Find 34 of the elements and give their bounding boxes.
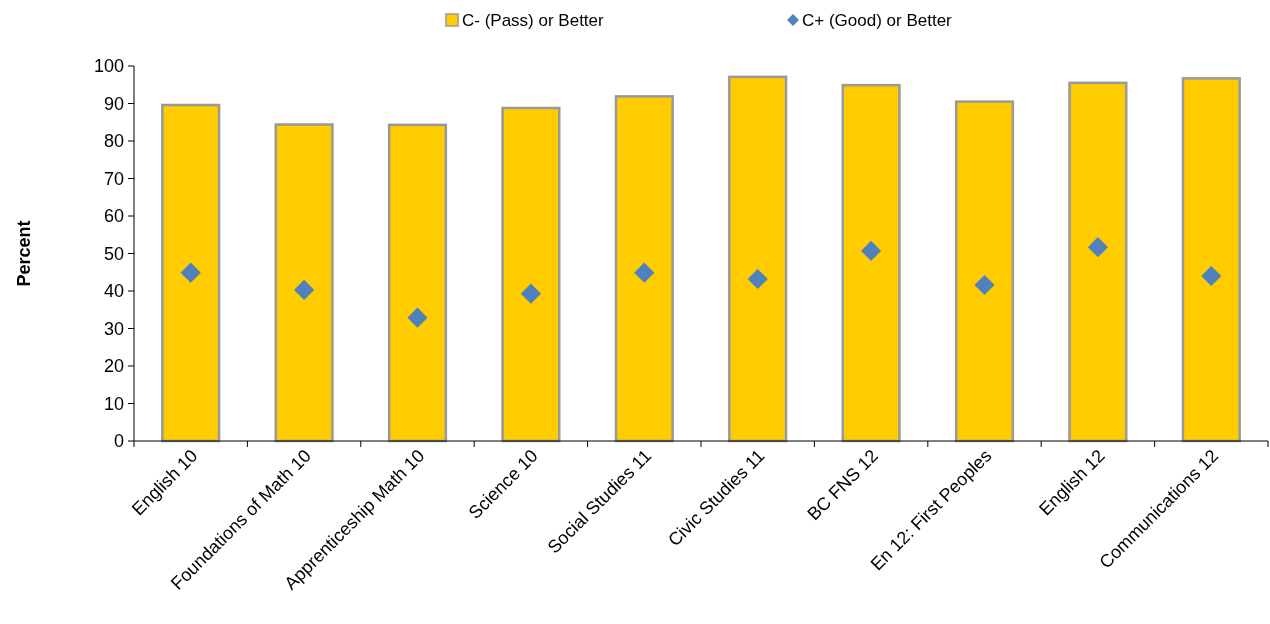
point [747, 268, 768, 290]
y-tick-label: 40 [103, 281, 124, 302]
bar [841, 83, 901, 443]
bar [1181, 77, 1241, 443]
point [974, 274, 995, 296]
point [634, 262, 655, 283]
y-tick-label: 90 [103, 93, 124, 114]
bar [954, 100, 1015, 443]
point [1201, 265, 1222, 287]
bar [274, 123, 334, 443]
bar [387, 123, 448, 443]
point [407, 307, 428, 328]
y-axis-title: Percent [14, 220, 34, 287]
bar [614, 95, 674, 443]
point [1087, 237, 1108, 258]
legend-label: C+ (Good) or Better [802, 10, 953, 30]
y-tick-label: 50 [103, 243, 124, 264]
point [520, 283, 541, 304]
y-tick-label: 70 [103, 168, 124, 189]
y-tick-label: 10 [103, 393, 124, 414]
legend-label: C- (Pass) or Better [462, 10, 605, 30]
y-tick-label: 0 [113, 431, 124, 452]
point [180, 262, 201, 283]
bar [161, 103, 221, 443]
bar [1068, 81, 1128, 443]
point [294, 279, 315, 300]
bar [501, 106, 561, 443]
point [861, 240, 882, 261]
y-tick-label: 80 [103, 131, 124, 152]
y-tick-label: 20 [103, 356, 124, 377]
y-tick-label: 60 [103, 206, 124, 227]
y-tick-label: 30 [103, 318, 124, 339]
bar [728, 75, 788, 443]
y-tick-label: 100 [93, 56, 124, 77]
